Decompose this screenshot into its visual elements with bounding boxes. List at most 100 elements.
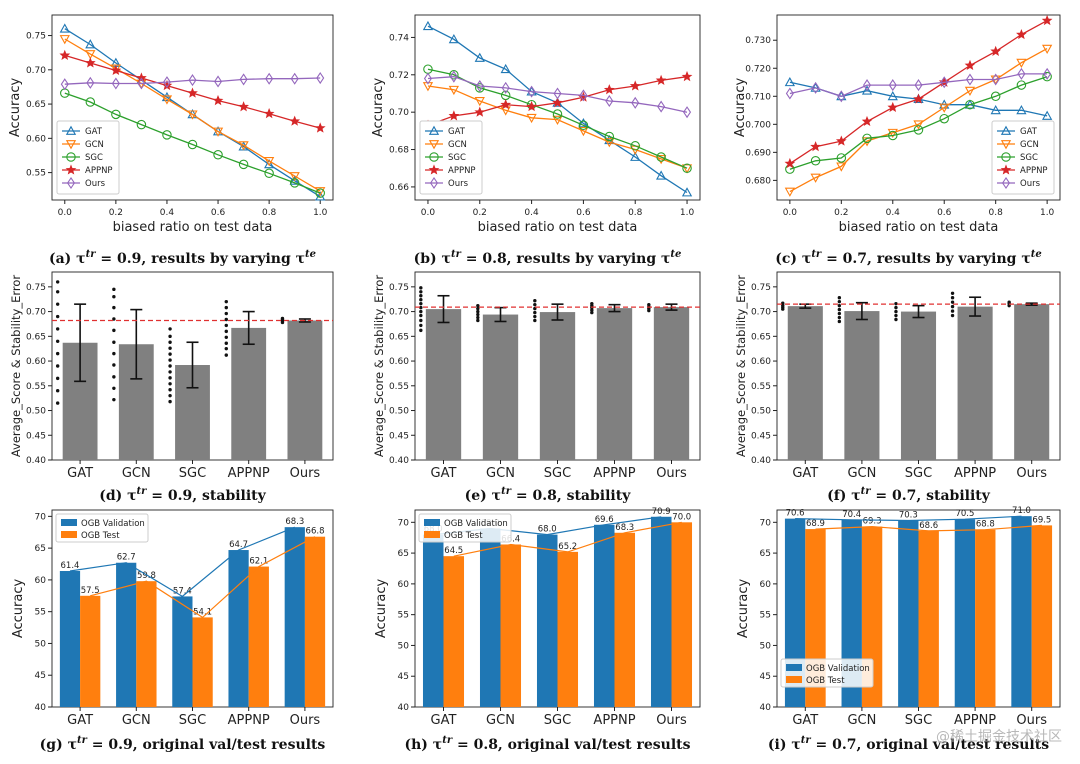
sample-dot — [476, 315, 480, 320]
panel-caption: (f) τtr = 0.7, stability — [827, 486, 991, 504]
data-label: 54.1 — [193, 607, 212, 617]
trend-line — [453, 521, 682, 557]
x-tick-label: GAT — [67, 713, 93, 728]
y-tick-label: 45 — [398, 672, 409, 682]
sample-dot — [533, 302, 537, 307]
y-tick-label: 0.60 — [26, 134, 46, 144]
caption-sup: tr — [77, 735, 88, 746]
caption-part: (d) τ — [99, 488, 136, 504]
data-point-appnp — [84, 57, 96, 68]
sample-dot — [55, 280, 60, 284]
sample-dot — [224, 353, 228, 357]
sample-dot — [590, 310, 594, 315]
data-point-ours — [1043, 67, 1052, 80]
sample-dot — [894, 313, 898, 318]
data-point-appnp — [784, 157, 796, 169]
grouped-chart-i: 40455055606570Accuracy70.668.9GAT70.469.… — [736, 506, 1061, 728]
legend-box — [419, 120, 483, 195]
legend-label-gcn: GCN — [1020, 140, 1039, 150]
y-axis-label: Accuracy — [733, 78, 748, 138]
data-label: 57.4 — [173, 586, 192, 596]
x-tick-label: SGC — [179, 713, 206, 728]
caption-sup: te — [670, 249, 681, 260]
data-point-appnp — [500, 99, 512, 110]
sample-dot — [55, 351, 60, 356]
caption-part: (a) τ — [49, 251, 86, 267]
sample-dot — [168, 364, 172, 368]
sample-dot — [950, 300, 955, 304]
sample-dot — [837, 299, 842, 304]
y-tick-label: 0.50 — [389, 407, 409, 417]
x-axis-label: biased ratio on test data — [113, 220, 273, 235]
x-tick-label: 0.0 — [58, 208, 73, 218]
caption-sup: tr — [137, 486, 148, 497]
data-point-gat — [630, 151, 641, 161]
test-bar-appnp — [975, 529, 996, 707]
caption-part: = 0.9, stability — [146, 488, 266, 504]
sample-dot — [837, 303, 842, 308]
data-point-appnp — [59, 49, 71, 60]
caption-part: = 0.8, original val/test results — [452, 737, 691, 753]
data-point-gat — [315, 191, 326, 201]
data-point-sgc — [862, 133, 872, 144]
y-tick-label: 0.690 — [745, 148, 771, 158]
y-axis-label: Accuracy — [736, 579, 751, 639]
caption-part: (b) τ — [414, 251, 451, 267]
bar-sgc — [539, 312, 576, 460]
caption-sup: tr — [451, 249, 462, 260]
caption-sup: te — [305, 249, 316, 260]
legend-marker — [428, 140, 440, 150]
y-tick-label: 0.66 — [389, 183, 409, 193]
y-tick-label: 0.70 — [26, 66, 46, 76]
sample-dot — [55, 290, 60, 294]
legend-label: OGB Validation — [81, 519, 145, 529]
data-point-ours — [290, 72, 299, 85]
data-point-appnp — [552, 97, 563, 108]
trend-line — [815, 524, 1042, 532]
panel-caption: (d) τtr = 0.9, stability — [99, 486, 266, 504]
data-point-gcn — [59, 35, 70, 45]
val-bar-gat — [59, 571, 81, 707]
y-tick-label: 0.55 — [26, 169, 46, 179]
sample-dot — [419, 313, 423, 318]
sample-dot — [112, 351, 116, 356]
sample-dot — [894, 301, 898, 306]
data-point-gat — [161, 91, 173, 102]
data-point-ours — [631, 96, 640, 109]
data-point-sgc — [785, 164, 795, 174]
caption-sup: tr — [811, 249, 822, 260]
data-point-ours — [60, 78, 69, 91]
data-point-gcn — [578, 126, 589, 137]
sample-dot — [168, 382, 172, 386]
y-tick-label: 0.720 — [745, 64, 771, 74]
test-bar-gcn — [500, 544, 522, 707]
legend: GAT GCN SGC APPNP Ours — [419, 120, 483, 195]
sample-dot — [112, 287, 116, 292]
data-point-appnp — [314, 122, 326, 133]
caption-part: = 0.7, results by varying τ — [821, 251, 1031, 267]
y-tick-label: 50 — [760, 641, 772, 651]
sample-dot — [224, 341, 228, 345]
x-tick-label: APPNP — [954, 466, 996, 481]
legend-swatch — [61, 519, 77, 526]
sample-dot — [419, 318, 423, 323]
y-tick-label: 40 — [760, 703, 772, 713]
data-point-gat — [1016, 104, 1027, 115]
sample-dot — [419, 286, 423, 290]
data-point-appnp — [887, 101, 899, 113]
x-tick-label: GAT — [792, 713, 818, 728]
data-point-sgc — [630, 141, 640, 151]
data-label: 68.0 — [538, 525, 557, 535]
test-bar-appnp — [614, 532, 636, 707]
y-tick-label: 70 — [35, 512, 47, 522]
x-tick-label: 0.4 — [524, 208, 539, 218]
data-point-sgc — [449, 70, 459, 80]
y-tick-label: 0.68 — [389, 146, 409, 156]
data-label: 68.3 — [615, 523, 634, 533]
data-point-gcn — [474, 97, 485, 107]
bar-gat — [787, 306, 823, 460]
data-point-appnp — [212, 94, 224, 106]
x-tick-label: GCN — [847, 466, 876, 481]
y-tick-label: 0.70 — [26, 308, 46, 318]
x-tick-label: SGC — [905, 713, 932, 728]
